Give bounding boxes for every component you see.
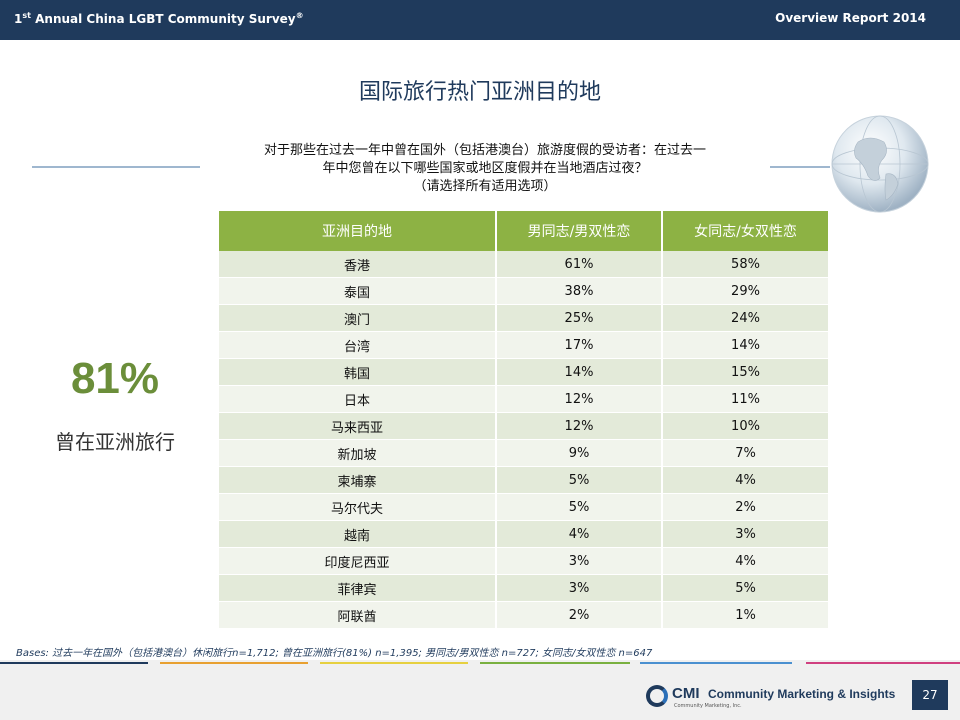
women-percent-cell: 2% [663,494,828,521]
table-row: 韩国 14% 15% [219,359,828,386]
table-row: 阿联酋 2% 1% [219,602,828,629]
men-percent-cell: 3% [497,548,663,575]
destination-cell: 日本 [219,386,497,413]
women-percent-cell: 29% [663,278,828,305]
header-destination: 亚洲目的地 [219,211,497,251]
destinations-table: 亚洲目的地 男同志/男双性恋 女同志/女双性恋 香港 61% 58% 泰国 38% 29… [219,211,828,629]
logo-cmi-text: CMI [672,685,700,702]
destination-cell: 菲律宾 [219,575,497,602]
men-percent-cell: 4% [497,521,663,548]
destination-cell: 阿联酋 [219,602,497,629]
table-row: 香港 61% 58% [219,251,828,278]
page-number: 27 [912,680,948,710]
table-row: 马来西亚 12% 10% [219,413,828,440]
men-percent-cell: 38% [497,278,663,305]
bases-note: Bases: 过去一年在国外（包括港澳台）休闲旅行n=1,712; 曾在亚洲旅行… [16,648,653,659]
table-row: 印度尼西亚 3% 4% [219,548,828,575]
men-percent-cell: 12% [497,386,663,413]
header-bar: 1st Annual China LGBT Community Survey® … [0,0,960,40]
footer-bar [0,660,960,720]
report-title: Overview Report 2014 [775,11,926,25]
footer-stripe-2 [160,662,308,664]
men-percent-cell: 9% [497,440,663,467]
destination-cell: 韩国 [219,359,497,386]
destination-cell: 澳门 [219,305,497,332]
table-row: 日本 12% 11% [219,386,828,413]
women-percent-cell: 3% [663,521,828,548]
men-percent-cell: 14% [497,359,663,386]
globe-icon [831,115,929,213]
destination-cell: 新加坡 [219,440,497,467]
question-divider-right [770,166,830,168]
table-row: 柬埔寨 5% 4% [219,467,828,494]
table-header-row: 亚洲目的地 男同志/男双性恋 女同志/女双性恋 [219,211,828,251]
footer-stripe-5 [640,662,792,664]
women-percent-cell: 1% [663,602,828,629]
men-percent-cell: 3% [497,575,663,602]
cmi-logo-icon [646,685,668,707]
men-percent-cell: 17% [497,332,663,359]
survey-title: 1st Annual China LGBT Community Survey® [14,11,304,26]
women-percent-cell: 24% [663,305,828,332]
cmi-logo: CMI Community Marketing & Insights Commu… [646,683,906,711]
destination-cell: 台湾 [219,332,497,359]
slide-title: 国际旅行热门亚洲目的地 [358,80,601,105]
destination-cell: 越南 [219,521,497,548]
survey-question: 对于那些在过去一年中曾在国外（包括港澳台）旅游度假的受访者：在过去一 年中您曾在… [263,143,706,194]
table-row: 台湾 17% 14% [219,332,828,359]
asia-travel-percent: 81% [70,354,160,403]
footer-stripe-3 [320,662,468,664]
women-percent-cell: 11% [663,386,828,413]
women-percent-cell: 4% [663,548,828,575]
footer-stripe-4 [480,662,630,664]
header-gay-bi-men: 男同志/男双性恋 [497,211,663,251]
men-percent-cell: 5% [497,494,663,521]
table-row: 越南 4% 3% [219,521,828,548]
table-row: 泰国 38% 29% [219,278,828,305]
destination-cell: 马尔代夫 [219,494,497,521]
women-percent-cell: 7% [663,440,828,467]
header-lesbian-bi-women: 女同志/女双性恋 [663,211,828,251]
table-row: 新加坡 9% 7% [219,440,828,467]
men-percent-cell: 25% [497,305,663,332]
table-row: 菲律宾 3% 5% [219,575,828,602]
women-percent-cell: 10% [663,413,828,440]
men-percent-cell: 5% [497,467,663,494]
men-percent-cell: 61% [497,251,663,278]
table-row: 马尔代夫 5% 2% [219,494,828,521]
question-divider-left [32,166,200,168]
men-percent-cell: 12% [497,413,663,440]
logo-company-name: Community Marketing & Insights [708,687,896,701]
destination-cell: 泰国 [219,278,497,305]
logo-subtext: Community Marketing, Inc. [674,703,742,709]
women-percent-cell: 14% [663,332,828,359]
women-percent-cell: 4% [663,467,828,494]
women-percent-cell: 5% [663,575,828,602]
women-percent-cell: 15% [663,359,828,386]
destination-cell: 柬埔寨 [219,467,497,494]
asia-travel-label: 曾在亚洲旅行 [55,430,175,454]
table-row: 澳门 25% 24% [219,305,828,332]
destination-cell: 马来西亚 [219,413,497,440]
destination-cell: 印度尼西亚 [219,548,497,575]
footer-stripe-1 [0,662,148,664]
women-percent-cell: 58% [663,251,828,278]
destination-cell: 香港 [219,251,497,278]
footer-stripe-6 [806,662,960,664]
men-percent-cell: 2% [497,602,663,629]
